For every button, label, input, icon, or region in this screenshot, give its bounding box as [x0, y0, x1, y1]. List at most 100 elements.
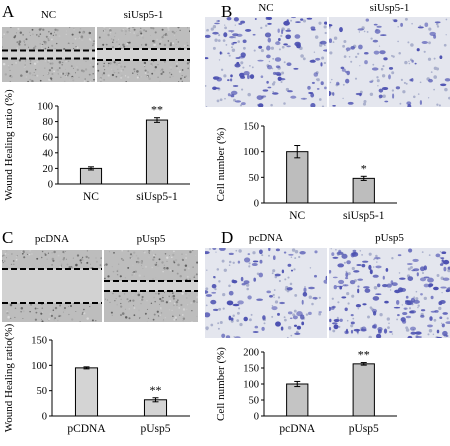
cell-speck — [172, 253, 175, 257]
cell-speck — [26, 252, 28, 254]
cell-speck — [150, 65, 152, 66]
stained-cell — [350, 329, 354, 334]
stained-cell — [228, 252, 234, 256]
cell-speck — [73, 28, 75, 31]
stained-cell — [228, 315, 232, 321]
cell-speck — [157, 76, 159, 79]
cell-speck — [110, 68, 112, 70]
stained-cell — [396, 299, 400, 305]
cell-speck — [103, 62, 105, 65]
cell-speck — [180, 303, 183, 307]
cell-speck — [156, 264, 160, 268]
membrane-pore — [218, 307, 222, 311]
membrane-pore — [318, 312, 322, 316]
cell-speck — [9, 80, 12, 82]
cell-speck — [154, 66, 157, 69]
cell-speck — [140, 34, 143, 37]
cell-speck — [93, 40, 95, 43]
y-tick-label: 100 — [243, 380, 259, 391]
cell-speck — [26, 253, 28, 255]
cell-speck — [56, 42, 58, 45]
image-label-d-left: pcDNA — [248, 232, 284, 244]
cell-speck — [179, 69, 180, 70]
cell-speck — [39, 311, 41, 313]
membrane-pore — [428, 329, 433, 333]
cell-speck — [62, 72, 65, 75]
cell-speck — [31, 33, 34, 36]
cell-speck — [50, 38, 53, 41]
stained-cell — [407, 276, 414, 281]
cell-speck — [10, 38, 13, 40]
y-tick-label: 50 — [37, 386, 48, 397]
membrane-pore — [241, 88, 244, 91]
cell-speck — [51, 44, 54, 47]
cell-speck — [182, 308, 186, 311]
cell-speck — [68, 266, 71, 269]
membrane-pore — [370, 37, 373, 40]
y-axis-label: Cell number (%) — [215, 127, 227, 201]
cell-speck — [76, 60, 78, 63]
membrane-pore — [248, 265, 251, 268]
cell-speck — [169, 66, 173, 69]
cell-speck — [120, 257, 123, 260]
cell-speck — [178, 70, 181, 73]
cell-speck — [128, 27, 130, 30]
cell-speck — [183, 64, 185, 66]
cell-speck — [114, 300, 116, 302]
cell-speck — [157, 292, 160, 295]
cell-speck — [125, 80, 127, 82]
cell-speck — [152, 39, 155, 43]
cell-speck — [80, 262, 83, 264]
cell-speck — [159, 307, 162, 309]
wound-svg — [104, 250, 198, 322]
stained-cell — [410, 326, 416, 331]
cell-speck — [120, 29, 123, 32]
membrane-pore — [290, 19, 293, 22]
membrane-pore — [354, 77, 358, 80]
stained-cell — [261, 95, 267, 98]
stained-cell — [421, 41, 428, 44]
membrane-pore — [256, 272, 260, 276]
cell-speck — [173, 318, 176, 321]
cell-speck — [179, 68, 182, 71]
cell-speck — [62, 311, 65, 313]
y-tick-label: 60 — [43, 133, 54, 144]
membrane-pore — [239, 104, 243, 107]
stained-cell — [217, 19, 220, 23]
cell-speck — [140, 44, 143, 46]
stained-cell — [210, 299, 217, 305]
cell-speck — [195, 273, 198, 276]
cell-speck — [11, 253, 13, 255]
cell-speck — [175, 65, 178, 68]
stained-cell — [267, 65, 273, 70]
stained-cell — [439, 316, 443, 320]
membrane-pore — [343, 55, 347, 58]
cell-speck — [137, 257, 140, 260]
membrane-pore — [373, 258, 375, 261]
cell-speck — [136, 73, 139, 76]
stained-cell — [344, 70, 348, 73]
stained-cell — [312, 296, 318, 300]
membrane-pore — [231, 321, 233, 323]
stained-cell — [445, 321, 450, 325]
cell-speck — [123, 292, 126, 295]
stained-cell — [362, 260, 369, 263]
membrane-pore — [236, 311, 240, 315]
membrane-pore — [287, 325, 292, 330]
cell-speck — [120, 76, 123, 79]
stained-cell — [333, 318, 340, 323]
cell-speck — [24, 43, 27, 46]
cell-speck — [171, 292, 174, 294]
cell-speck — [153, 296, 155, 299]
cell-speck — [129, 256, 132, 259]
stained-cell — [397, 314, 400, 317]
cell-speck — [101, 74, 103, 76]
stained-cell — [350, 321, 355, 325]
cell-speck — [196, 301, 198, 303]
stained-cell — [241, 102, 246, 106]
stained-cell — [212, 31, 219, 35]
membrane-pore — [336, 316, 339, 319]
cell-speck — [63, 308, 66, 311]
stained-cell — [349, 279, 356, 285]
stained-cell — [329, 24, 333, 27]
